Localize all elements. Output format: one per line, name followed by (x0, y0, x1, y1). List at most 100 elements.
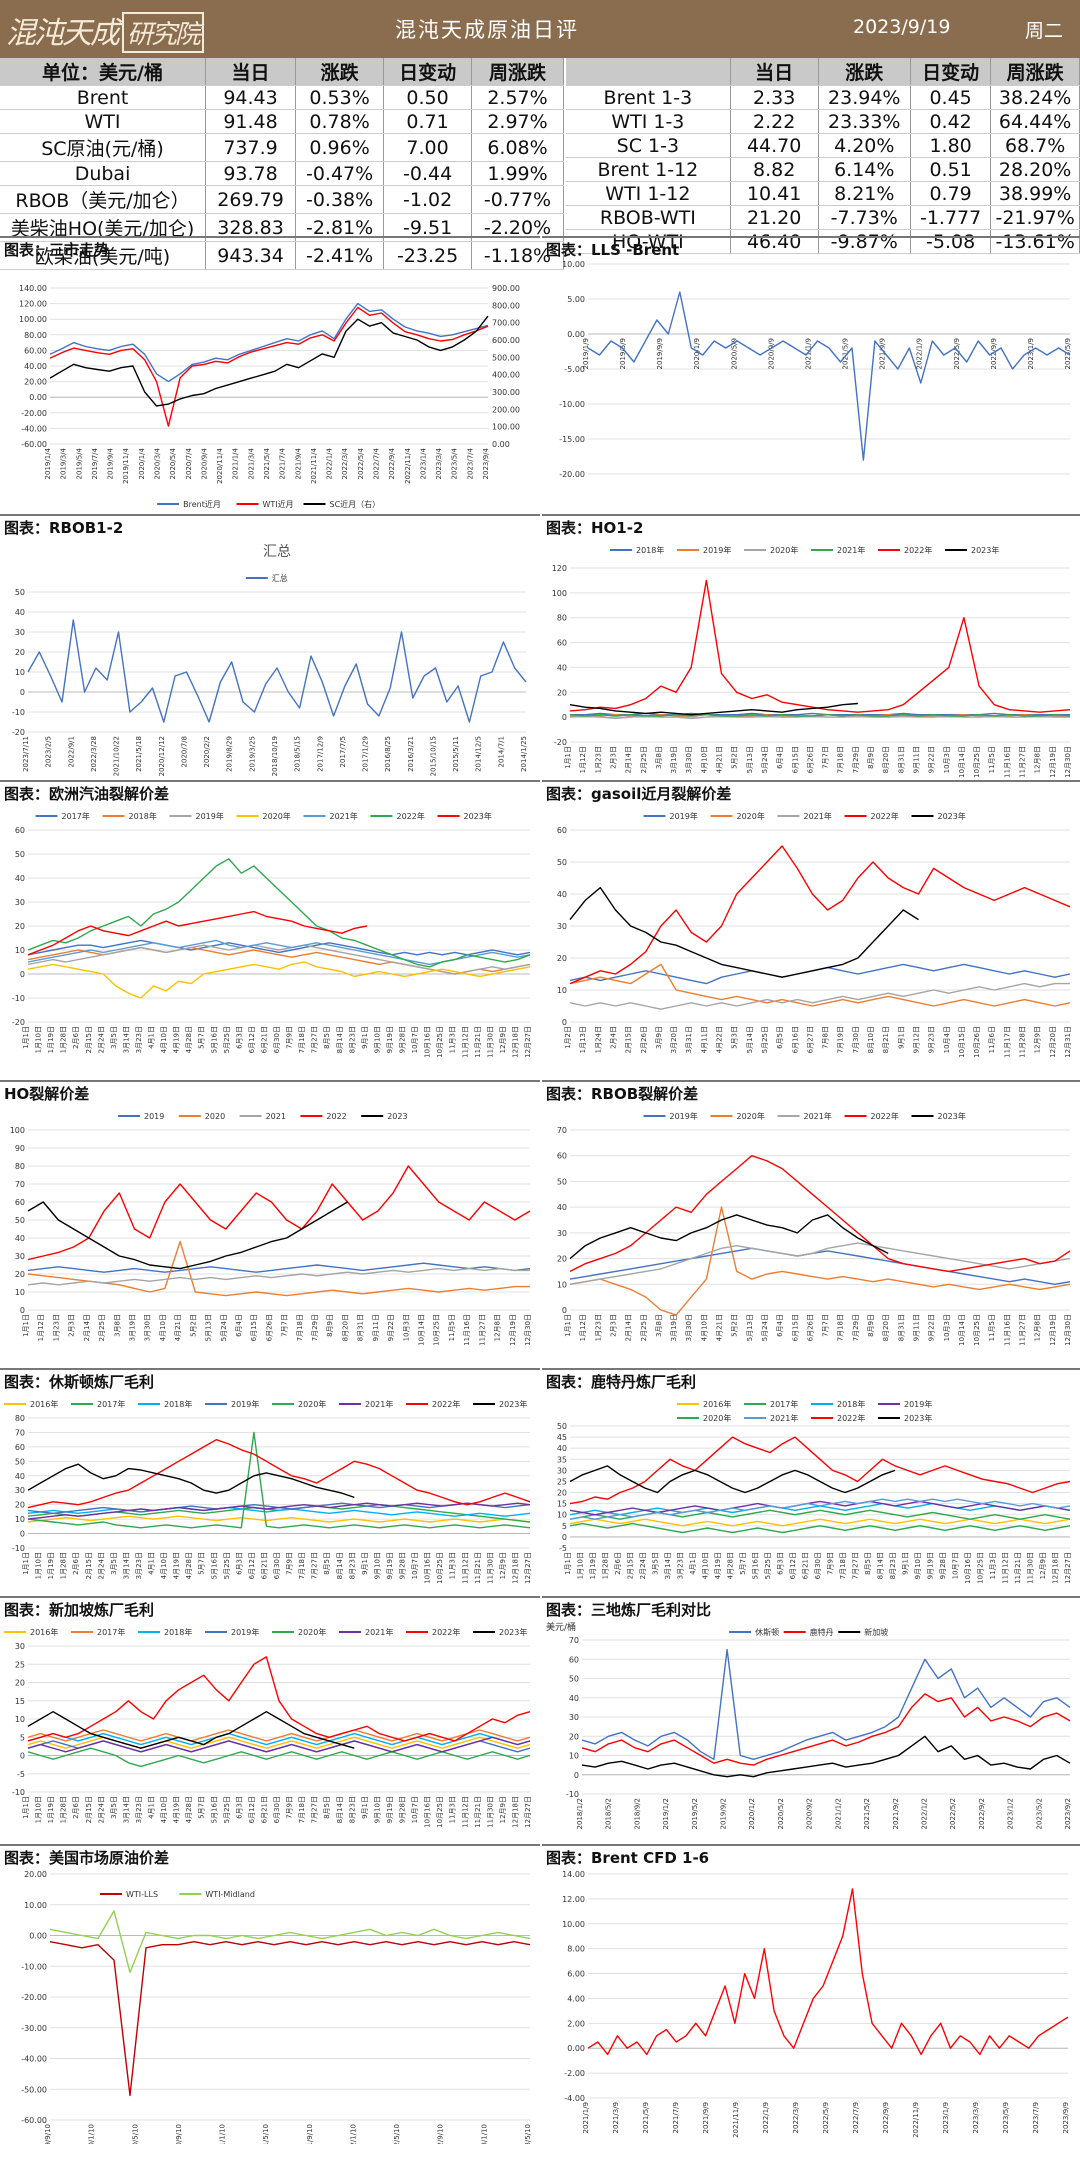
y-tick-label: 30 (15, 1252, 25, 1261)
x-tick-label: 5月7日 (198, 1796, 206, 1819)
x-tick-label: 2月15日 (85, 1796, 93, 1823)
x-tick-label: 2021/5/9 (642, 2102, 650, 2133)
x-tick-label: 2019/9/2 (720, 1798, 728, 1829)
x-tick-label: 2022/9/4 (388, 447, 396, 479)
chart-title: 图表：美国市场原油价差 (4, 1849, 170, 1867)
x-tick-label: 9月19日 (386, 1026, 394, 1053)
y-tick-label: 40 (569, 1694, 579, 1703)
y-tick-label: 20 (15, 1270, 25, 1279)
x-tick-label: 4月11日 (700, 1026, 708, 1053)
x-tick-label: 12月30日 (524, 1314, 532, 1346)
x-tick-label: 1月1日 (564, 746, 572, 769)
y-tick-label: 10 (15, 1715, 25, 1724)
right-table-cell: 1.80 (910, 133, 992, 158)
left-table-cell: 2.97% (471, 109, 564, 134)
series-line-汇总 (27, 619, 527, 723)
right-table-cell: 23.94% (818, 85, 911, 110)
x-tick-label: 3月8日 (655, 1314, 663, 1337)
x-tick-label: 1月10日 (35, 1026, 43, 1053)
y-tick-label: 0 (20, 970, 25, 979)
x-tick-label: 11月27日 (478, 1314, 486, 1346)
x-tick-label: 10月25日 (433, 1314, 441, 1346)
y-tick-label: 0 (562, 1018, 567, 1027)
y-tick-label: -60.00 (21, 440, 47, 449)
y-tick-label: 70 (569, 1636, 579, 1645)
y-tick-label: 10.00 (24, 1901, 47, 1910)
x-tick-label: 2020/7/4 (185, 447, 193, 479)
left-table-cell: 日变动 (383, 58, 473, 86)
x-tick-label: 10月7日 (411, 1796, 419, 1823)
x-tick-label: 2018/9/2 (633, 1798, 641, 1829)
left-table-cell: 欧柴油(美元/吨) (0, 241, 207, 270)
x-tick-label: 7月9日 (286, 1026, 294, 1049)
x-tick-label: 12月9日 (499, 1552, 507, 1579)
chart-c2: -20.00 -15.00 -10.00 -5.00 0.00 5.00 10.00 2019… (559, 260, 1072, 479)
y-tick-label: 80 (15, 1414, 25, 1423)
y2-tick-label: 700.00 (492, 319, 520, 328)
x-tick-label: 2021/11/9 (732, 2102, 740, 2138)
x-tick-label: 2018/10/19 (271, 736, 279, 776)
x-tick-label: 2021/1/4 (232, 447, 240, 479)
x-tick-label: 2月24日 (639, 1552, 647, 1579)
x-tick-label: 2022/9/1 (67, 736, 75, 767)
x-tick-label: 2020/1/4 (138, 447, 146, 479)
x-tick-label: 8月9日 (867, 746, 875, 769)
x-tick-label: 5月16日 (210, 1026, 218, 1053)
x-tick-label: 1月28日 (60, 1026, 68, 1053)
y-tick-label: 40 (15, 874, 25, 883)
x-tick-label: 8月31日 (357, 1314, 365, 1341)
x-tick-label: 6月12日 (248, 1796, 256, 1823)
y-tick-label: -10.00 (559, 400, 585, 409)
x-tick-label: 9月28日 (939, 1552, 947, 1579)
right-table-row: Brent 1-3 2.33 23.94% 0.45 38.24% (566, 85, 1080, 110)
x-tick-label: 11月16日 (463, 1314, 471, 1346)
series-line-WTI-Midland (49, 1910, 531, 1974)
chart-title: 图表：Brent CFD 1-6 (546, 1849, 710, 1867)
series-line-2017年 (27, 939, 531, 956)
y-tick-label: 40 (15, 608, 25, 617)
right-table-cell: 2.33 (730, 85, 819, 110)
x-tick-label: 6月3日 (777, 1552, 785, 1575)
y-tick-label: 80 (15, 1162, 25, 1171)
legend-label: 2019年 (231, 1399, 259, 1409)
x-tick-label: 2022/1/2 (920, 1798, 928, 1829)
x-tick-label: 5月13日 (205, 1314, 213, 1341)
x-tick-label: 4月10日 (159, 1314, 167, 1341)
series-line-2020 (27, 1240, 530, 1297)
y-tick-label: -50.00 (21, 2085, 47, 2094)
x-tick-label: 2019/8/29 (226, 736, 234, 772)
x-tick-label: 1月23日 (594, 746, 602, 773)
x-tick-label: 4月1日 (148, 1026, 156, 1049)
y-tick-label: 10 (557, 1511, 567, 1520)
x-tick-label: 12月9日 (499, 1796, 507, 1823)
series-line-新加坡 (581, 1735, 1071, 1778)
right-table-cell: 0.51 (910, 157, 992, 182)
right-table-cell: 0.79 (910, 181, 992, 206)
y-tick-label: 5.00 (567, 295, 585, 304)
x-tick-label: 6月3日 (235, 1796, 243, 1819)
x-tick-label: 2月15日 (85, 1026, 93, 1053)
left-table-cell: SC原油(元/桶) (0, 133, 207, 162)
left-table-cell: 93.78 (205, 161, 297, 186)
legend-label: 2019年 (904, 1399, 932, 1409)
legend-label: 2018年 (164, 1399, 192, 1409)
chart-title: 图表：三市走势 (4, 241, 110, 259)
left-table-cell: 单位：美元/桶 (0, 58, 207, 86)
right-table-cell: Brent 1-3 (566, 85, 731, 110)
x-tick-label: 12月8日 (494, 1314, 502, 1341)
x-tick-label: 2021/5/18 (135, 736, 143, 772)
x-tick-label: 2020/5/2 (777, 1798, 785, 1829)
legend-label: 新加坡 (864, 1627, 888, 1637)
x-tick-label: 4月28日 (185, 1026, 193, 1053)
y-tick-label: -20 (554, 738, 567, 747)
y-tick-label: -10 (566, 1790, 579, 1799)
x-tick-label: 2021/5/9 (842, 338, 850, 369)
x-tick-label: 1月10日 (35, 1796, 43, 1823)
section-divider (542, 780, 1080, 782)
x-tick-label: 3月19日 (670, 1314, 678, 1341)
y-tick-label: 60 (15, 1198, 25, 1207)
x-tick-label: 2021/9/4 (294, 447, 302, 479)
x-tick-label: 7月18日 (837, 746, 845, 773)
x-tick-label: 8月20日 (882, 1314, 890, 1341)
right-table-cell: 21.20 (730, 205, 819, 230)
